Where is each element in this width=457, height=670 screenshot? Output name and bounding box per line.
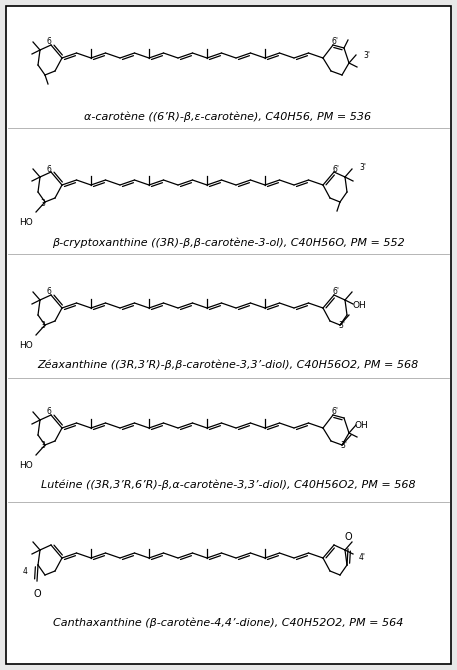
Text: 3: 3 (41, 322, 45, 330)
Text: OH: OH (352, 301, 366, 310)
Text: 6': 6' (331, 407, 339, 417)
Text: 6: 6 (47, 38, 52, 46)
Text: 6': 6' (333, 287, 340, 297)
Text: 3': 3' (340, 442, 347, 450)
Text: 6': 6' (331, 38, 339, 46)
Text: 4': 4' (358, 553, 366, 561)
Text: Zéaxanthine ((3R,3’R)-β,β-carotène-3,3’-diol), C40H56O2, PM = 568: Zéaxanthine ((3R,3’R)-β,β-carotène-3,3’-… (37, 360, 419, 371)
FancyBboxPatch shape (6, 6, 451, 664)
Text: 3: 3 (41, 442, 45, 450)
Text: 3': 3' (339, 322, 345, 330)
Text: 6: 6 (47, 287, 52, 297)
Text: α-carotène ((6’R)-β,ε-carotène), C40H56, PM = 536: α-carotène ((6’R)-β,ε-carotène), C40H56,… (85, 112, 372, 123)
Text: 6: 6 (47, 407, 52, 417)
Text: HO: HO (19, 341, 33, 350)
Text: O: O (344, 532, 352, 542)
Text: HO: HO (19, 218, 33, 227)
Text: O: O (33, 589, 41, 599)
Text: 3: 3 (41, 198, 45, 208)
Text: 4: 4 (22, 567, 27, 576)
Text: OH: OH (354, 421, 368, 430)
Text: 3': 3' (363, 50, 371, 60)
Text: HO: HO (19, 461, 33, 470)
Text: 3': 3' (360, 163, 367, 172)
Text: β-cryptoxanthine ((3R)-β,β-carotène-3-ol), C40H56O, PM = 552: β-cryptoxanthine ((3R)-β,β-carotène-3-ol… (52, 237, 404, 247)
Text: Lutéine ((3R,3’R,6’R)-β,α-carotène-3,3’-diol), C40H56O2, PM = 568: Lutéine ((3R,3’R,6’R)-β,α-carotène-3,3’-… (41, 480, 415, 490)
Text: 6: 6 (47, 165, 52, 174)
Text: 6': 6' (333, 165, 340, 174)
Text: Canthaxanthine (β-carotène-4,4’-dione), C40H52O2, PM = 564: Canthaxanthine (β-carotène-4,4’-dione), … (53, 617, 403, 628)
